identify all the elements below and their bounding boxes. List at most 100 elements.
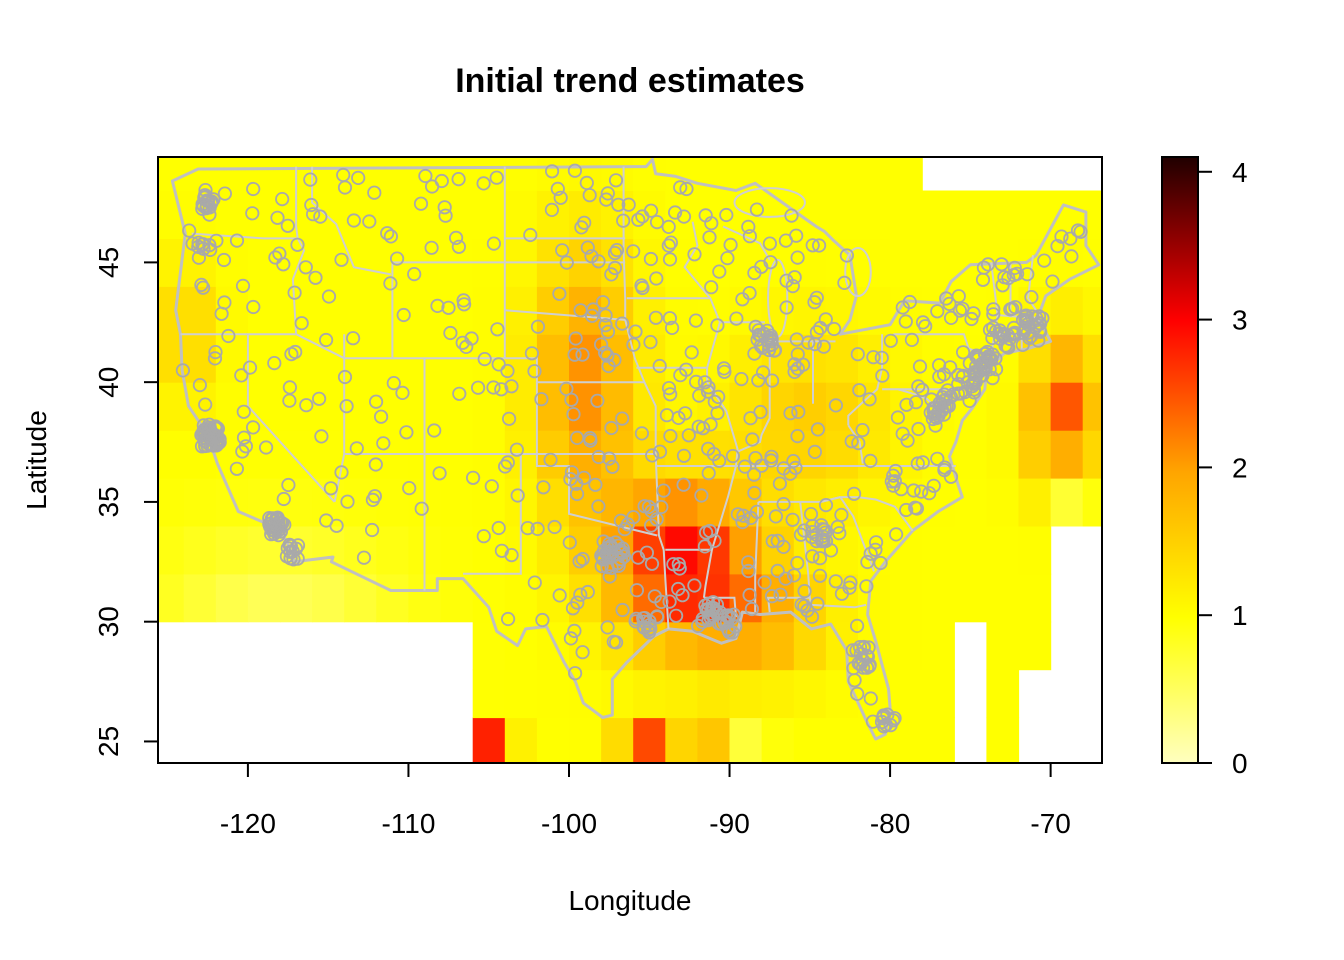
station-marker (555, 243, 570, 258)
heat-cell (504, 157, 538, 192)
station-marker (530, 521, 545, 537)
station-marker (337, 369, 353, 385)
x-axis-label: Longitude (568, 885, 691, 916)
station-marker (345, 331, 361, 346)
heat-cell (569, 157, 602, 192)
station-marker (569, 430, 585, 445)
station-marker (741, 219, 756, 234)
station-marker (876, 708, 891, 723)
station-marker (908, 500, 923, 515)
station-marker (584, 308, 600, 323)
station-marker (755, 365, 771, 380)
station-marker (966, 306, 981, 321)
station-marker (434, 173, 449, 189)
station-marker (221, 328, 236, 344)
station-marker (552, 588, 567, 603)
station-marker (547, 519, 562, 535)
heat-cell (504, 573, 538, 623)
station-marker (1054, 229, 1069, 244)
heat-cell (472, 478, 506, 527)
heat-cell (1018, 478, 1052, 527)
station-marker (679, 181, 694, 197)
station-marker (229, 461, 244, 476)
station-marker (608, 635, 624, 650)
heat-cell (215, 478, 249, 527)
station-marker (643, 251, 659, 267)
station-marker (787, 364, 802, 379)
heat-cell (697, 286, 731, 335)
heat-cell (1018, 621, 1052, 671)
chart-title: Initial trend estimates (455, 62, 805, 100)
station-marker (856, 653, 871, 668)
heat-cell (729, 717, 763, 764)
station-marker (805, 549, 820, 564)
heat-cell (1050, 430, 1084, 479)
station-marker (175, 363, 190, 378)
station-marker (662, 594, 677, 609)
station-marker (504, 379, 519, 394)
heat-cell (890, 573, 923, 623)
station-marker (839, 248, 855, 263)
station-marker (303, 172, 318, 187)
state-border (808, 597, 867, 609)
station-marker (543, 452, 558, 467)
lake-outline (844, 247, 872, 297)
y-tick-label: 30 (93, 606, 124, 637)
heat-cell (761, 621, 795, 671)
station-marker (648, 310, 664, 325)
station-marker (389, 251, 405, 266)
station-marker (456, 293, 471, 308)
heat-cell (1018, 190, 1052, 239)
lake-outline (733, 187, 806, 218)
station-marker (939, 291, 954, 306)
station-marker (698, 525, 714, 540)
station-marker (926, 478, 941, 493)
heat-cell (825, 717, 859, 764)
station-marker (443, 325, 458, 341)
station-marker (208, 344, 223, 360)
station-marker (684, 345, 699, 360)
station-marker (643, 518, 659, 533)
station-marker (687, 247, 702, 262)
heat-cell (890, 238, 923, 287)
station-marker (523, 227, 538, 243)
station-marker (673, 180, 688, 195)
station-marker (997, 326, 1012, 342)
station-marker (282, 380, 297, 395)
station-marker (208, 421, 223, 436)
heat-cell (247, 286, 281, 335)
station-marker (609, 243, 625, 258)
state-border (820, 496, 914, 532)
station-marker (741, 555, 756, 570)
heat-cell (793, 669, 827, 719)
state-border (847, 334, 884, 426)
state-border (311, 166, 391, 276)
station-marker (484, 479, 499, 494)
station-marker (395, 385, 410, 400)
station-marker (744, 601, 760, 617)
station-marker (749, 202, 765, 217)
station-marker (725, 448, 741, 464)
station-marker (852, 383, 867, 398)
station-marker (914, 484, 929, 499)
station-marker (933, 397, 949, 412)
station-marker (573, 587, 588, 602)
heat-cell (312, 573, 345, 623)
station-marker (828, 398, 844, 413)
station-marker (570, 595, 585, 610)
station-marker (797, 583, 812, 599)
station-marker (754, 458, 769, 473)
station-marker (943, 310, 959, 325)
station-marker (373, 409, 389, 424)
station-marker (590, 393, 605, 408)
state-border (622, 166, 670, 629)
station-marker (915, 315, 931, 330)
heat-cell (1050, 238, 1084, 287)
heat-cell (344, 286, 377, 335)
station-marker (890, 410, 906, 425)
station-marker (922, 486, 937, 501)
heat-cell (183, 525, 217, 575)
heat-cell (183, 573, 217, 623)
heat-cell (729, 669, 763, 719)
heat-cell (1050, 190, 1084, 239)
